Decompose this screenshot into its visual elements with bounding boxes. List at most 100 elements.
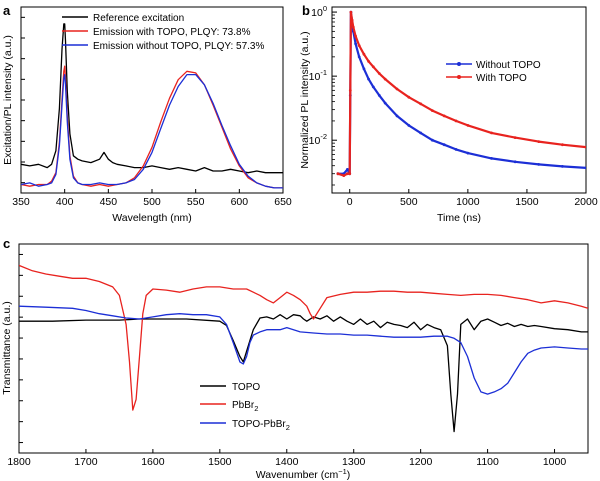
b-series-1-point-8 (354, 34, 357, 38)
a-xtick-label-6: 650 (274, 196, 292, 208)
b-series-1-point-20 (454, 119, 458, 123)
b-series-0-point-15 (395, 114, 399, 118)
b-series-0-point-18 (431, 138, 434, 142)
legend-a-label-1: Emission with TOPO, PLQY: 73.8% (93, 27, 251, 38)
panel-c-xlabel-sup: −1 (338, 467, 347, 476)
b-series-0-point-16 (407, 124, 411, 127)
b-series-1-point-0 (336, 172, 340, 176)
b-series-1-point-15 (395, 87, 399, 91)
panel-b-letter: b (302, 3, 310, 18)
b-series-0-point-22 (490, 157, 493, 160)
panel-c-xlabel-tail: ) (347, 469, 351, 481)
a-xtick-label-0: 350 (12, 196, 30, 208)
b-xtick-label-2: 1000 (456, 196, 480, 208)
legend-b-label-1: With TOPO (476, 73, 527, 84)
panel-a-legend: Reference excitation Emission with TOPO,… (62, 13, 264, 52)
panel-c: 1800 1700 1600 1500 1400 1300 1200 1100 1000 Wav… (1, 243, 589, 481)
c-series-line-0 (19, 314, 588, 433)
legend-c-label-0: TOPO (232, 382, 260, 393)
b-ytick-label-1: 10-1 (309, 68, 327, 83)
b-series-1-point-26 (584, 145, 586, 149)
b-series-0-point-21 (466, 151, 470, 155)
b-series-0-point-2 (346, 168, 349, 171)
a-series-line-0 (21, 23, 283, 174)
panel-c-xlabel: Wavenumber (cm−1) (256, 467, 351, 481)
panel-c-yticks (19, 253, 23, 444)
b-series-0-point-12 (371, 85, 375, 89)
panel-c-letter: c (3, 236, 10, 251)
b-xtick-label-4: 2000 (574, 196, 598, 208)
b-series-0-point-8 (354, 42, 357, 46)
panel-c-ylabel: Transmittance (a.u.) (1, 301, 13, 395)
legend-c-label-1: PbBr2 (232, 400, 258, 413)
b-series-1-point-25 (561, 143, 564, 147)
b-xtick-label-3: 1500 (515, 196, 539, 208)
b-series-0-point-26 (584, 166, 586, 170)
panel-a-letter: a (3, 3, 11, 18)
panel-a-yticks (21, 16, 25, 184)
panel-b-xlabel: Time (ns) (437, 212, 481, 224)
panel-b-yticks: 100 10-1 10-2 (309, 4, 337, 186)
legend-c-label-2: TOPO-PbBr2 (232, 419, 290, 432)
panel-c-xlabel-main: Wavenumber (cm (256, 469, 339, 481)
panel-b-frame (331, 6, 587, 194)
panel-c-frame (18, 243, 589, 454)
b-series-0-point-24 (537, 163, 541, 166)
b-series-0-point-9 (357, 55, 361, 59)
b-series-1-point-6 (350, 18, 354, 22)
panel-b-series (336, 10, 586, 178)
panel-a-xticks: 350 400 450 500 550 600 650 (12, 189, 292, 208)
b-series-1-point-24 (537, 140, 541, 144)
a-series-line-2 (21, 73, 283, 189)
panel-b-legend: Without TOPO With TOPO (446, 60, 541, 84)
b-series-1-point-2 (346, 172, 349, 176)
b-series-0-point-10 (362, 67, 366, 71)
b-series-0-point-25 (561, 165, 564, 168)
c-xtick-label-7: 1100 (476, 456, 499, 468)
legend-a-label-0: Reference excitation (93, 13, 184, 24)
b-series-1-point-9 (357, 44, 361, 47)
panel-c-xticks: 1800 1700 1600 1500 1400 1300 1200 1100 1000 (7, 449, 566, 468)
panel-c-series (19, 264, 588, 433)
panel-b-ylabel: Normalized PL intensity (a.u.) (299, 31, 311, 168)
b-series-1-point-19 (442, 114, 446, 118)
panel-b: 0 500 1000 1500 2000 100 10-1 10-2 Time (ns) N… (299, 4, 598, 224)
c-xtick-label-4: 1400 (275, 456, 299, 468)
c-series-line-1 (19, 264, 588, 411)
c-xtick-label-3: 1500 (208, 456, 232, 468)
c-xtick-label-1: 1700 (74, 456, 98, 468)
c-xtick-label-5: 1300 (342, 456, 366, 468)
legend-a-label-2: Emission without TOPO, PLQY: 57.3% (93, 41, 264, 52)
b-series-0-point-17 (419, 131, 422, 135)
b-series-0-point-14 (383, 101, 387, 105)
b-series-1-point-21 (466, 124, 470, 127)
legend-b-label-0: Without TOPO (476, 60, 541, 71)
a-xtick-label-5: 600 (231, 196, 249, 208)
b-series-1-point-5 (349, 10, 353, 14)
b-series-1-point-3 (348, 172, 352, 176)
panel-a-series (21, 23, 283, 189)
b-series-1-point-4 (348, 89, 352, 92)
c-xtick-label-6: 1200 (409, 456, 433, 468)
panel-a-ylabel: Excitation/PL intensity (a.u.) (2, 35, 14, 165)
b-series-0-point-19 (442, 143, 446, 147)
b-series-1-point-7 (351, 25, 355, 29)
b-series-0-point-13 (377, 94, 381, 97)
c-xtick-label-8: 1000 (543, 456, 567, 468)
a-xtick-label-2: 450 (100, 196, 118, 208)
b-ytick-label-2: 10-2 (309, 132, 327, 147)
legend-b-marker-1 (457, 75, 461, 79)
b-series-1-point-10 (362, 52, 366, 56)
c-series-line-2 (19, 305, 588, 395)
b-series-0-point-23 (513, 160, 517, 164)
a-xtick-label-4: 550 (187, 196, 205, 208)
c-xtick-label-0: 1800 (7, 456, 31, 468)
b-series-1-point-18 (431, 109, 434, 112)
a-xtick-label-1: 400 (56, 196, 74, 208)
a-xtick-label-3: 500 (143, 196, 161, 208)
b-series-1-point-11 (367, 60, 370, 63)
b-series-1-point-23 (513, 136, 517, 140)
b-series-1-point-17 (419, 102, 422, 106)
b-series-1-point-16 (407, 95, 411, 99)
